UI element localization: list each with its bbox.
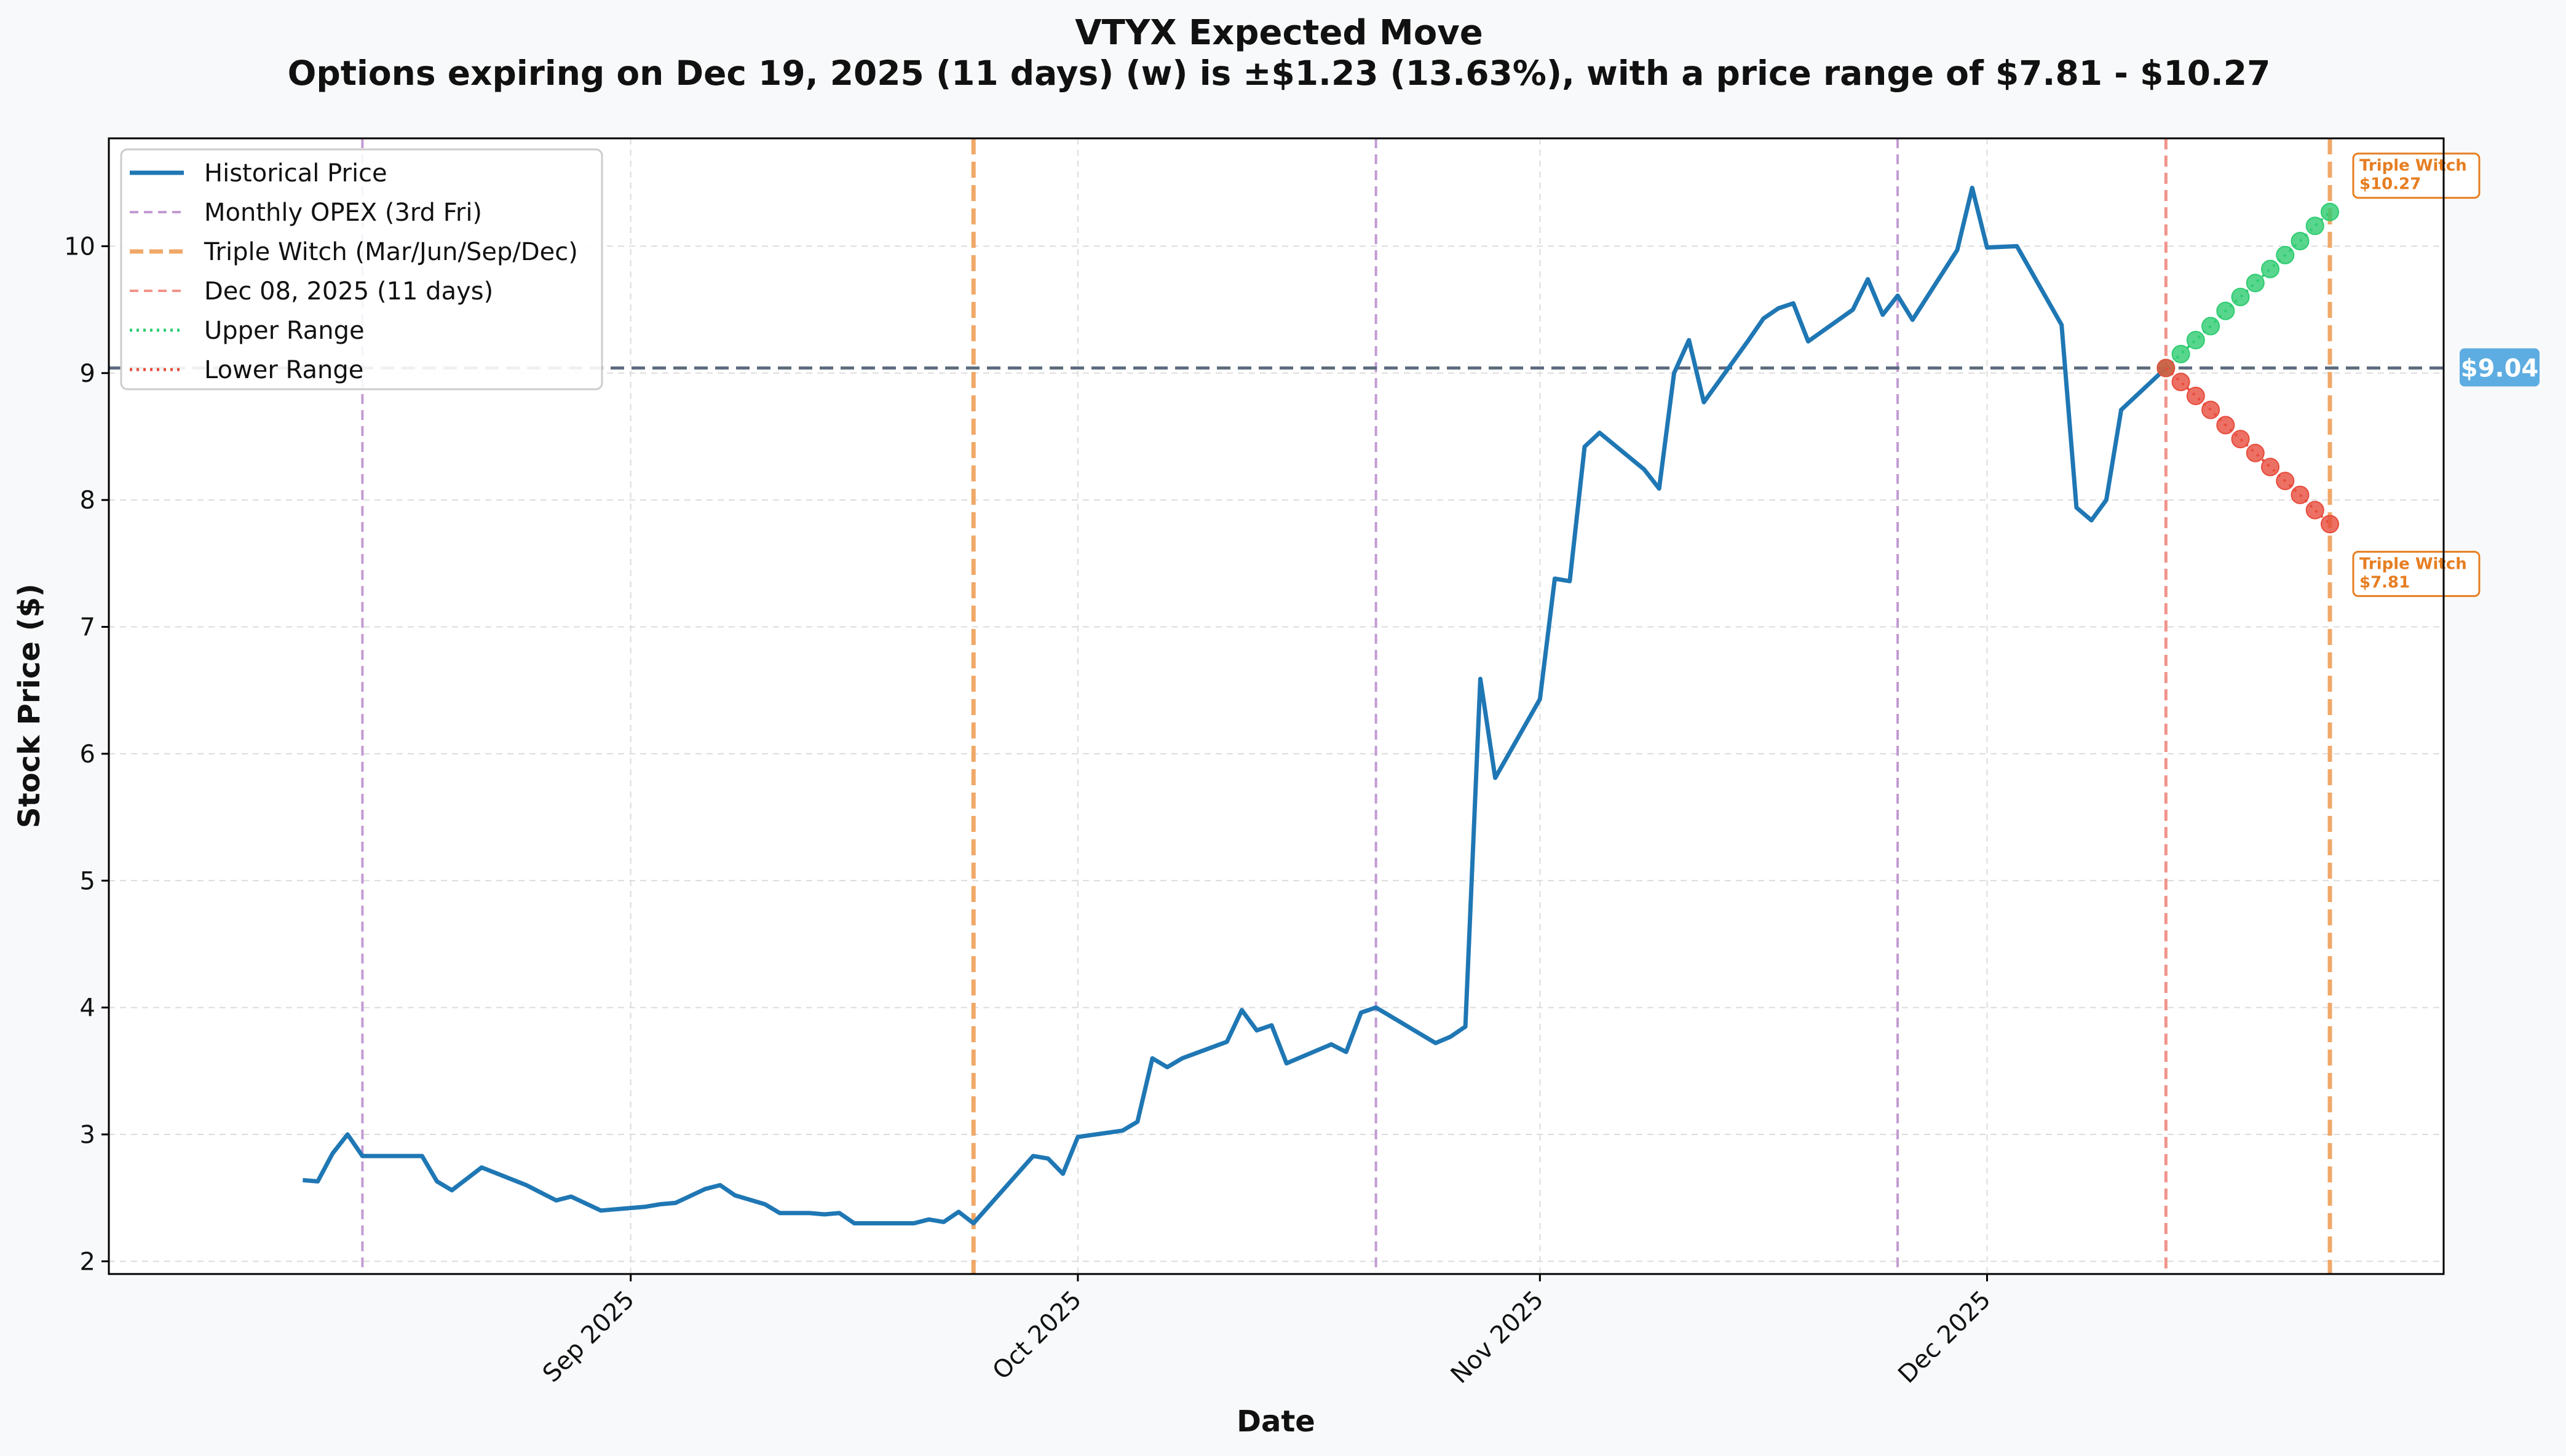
chart-subtitle: Options expiring on Dec 19, 2025 (11 day… (288, 53, 2271, 93)
y-tick-label: 10 (64, 232, 95, 261)
lower-range-point (2171, 373, 2190, 392)
lower-range-point (2305, 501, 2324, 520)
upper-range-point (2216, 301, 2235, 320)
y-tick-label: 3 (80, 1121, 95, 1149)
lower-range-point (2156, 358, 2176, 378)
legend-label: Triple Witch (Mar/Jun/Sep/Dec) (204, 238, 578, 266)
y-tick-label: 9 (80, 360, 95, 388)
lower-range-point (2321, 515, 2339, 534)
lower-range-point (2246, 443, 2265, 462)
current-price-badge-box (2460, 348, 2540, 387)
y-tick-label: 8 (80, 486, 95, 515)
grid-lines (109, 138, 2444, 1274)
x-axis-label: Date (1237, 1404, 1315, 1439)
lower-range-point (2201, 400, 2220, 419)
lower-range-point (2231, 430, 2250, 449)
upper-range-point (2201, 317, 2220, 336)
upper-range-point (2321, 202, 2339, 221)
upper-range-point (2246, 274, 2265, 293)
legend-label: Monthly OPEX (3rd Fri) (204, 199, 482, 227)
current-price-badge-label: $9.04 (2461, 355, 2539, 383)
legend: Historical Price Monthly OPEX (3rd Fri) Tr… (120, 148, 603, 390)
lower-range-point (2186, 386, 2205, 405)
y-tick-label: 2 (80, 1248, 95, 1276)
legend-label: Upper Range (204, 317, 365, 345)
upper-range-point (2171, 344, 2190, 363)
legend-box (120, 148, 603, 390)
triple-witch-annotation: Triple Witch$7.81 (2352, 550, 2481, 597)
lower-range-point (2216, 416, 2235, 435)
chart-title: VTYX Expected Move (1075, 13, 1483, 53)
upper-range-point (2261, 259, 2280, 279)
upper-range-point (2231, 287, 2250, 306)
annotation-label: Triple Witch (2359, 555, 2467, 573)
historical-price-line (303, 186, 2168, 1225)
y-axis-label: Stock Price ($) (12, 584, 47, 828)
plot-frame (108, 137, 2445, 1275)
legend-label: Lower Range (204, 356, 363, 384)
annotation-value: $7.81 (2359, 573, 2410, 592)
y-tick-label: 5 (80, 867, 95, 895)
y-axis: 2 3 4 5 6 7 8 9 10 (64, 232, 109, 1276)
annotation-label: Triple Witch (2359, 157, 2467, 175)
y-tick-label: 4 (80, 994, 95, 1023)
legend-label: Dec 08, 2025 (11 days) (204, 277, 493, 306)
lower-range-point (2276, 472, 2295, 491)
y-tick-label: 6 (80, 740, 95, 769)
annotation-box (2352, 550, 2481, 597)
lower-range-point (2261, 457, 2280, 477)
annotation-box (2352, 152, 2481, 199)
annotation-value: $10.27 (2359, 175, 2421, 194)
series-layer (303, 186, 2339, 1225)
triple-witch-annotation: Triple Witch$10.27 (2352, 152, 2481, 199)
current-price-badge: $9.04 (2460, 348, 2540, 387)
y-tick-label: 7 (80, 614, 95, 642)
upper-range-point (2186, 331, 2205, 350)
upper-range-point (2291, 232, 2310, 251)
upper-range-point (2305, 216, 2324, 235)
legend-label: Historical Price (204, 159, 387, 188)
lower-range-point (2291, 485, 2310, 504)
upper-range-point (2276, 245, 2295, 264)
